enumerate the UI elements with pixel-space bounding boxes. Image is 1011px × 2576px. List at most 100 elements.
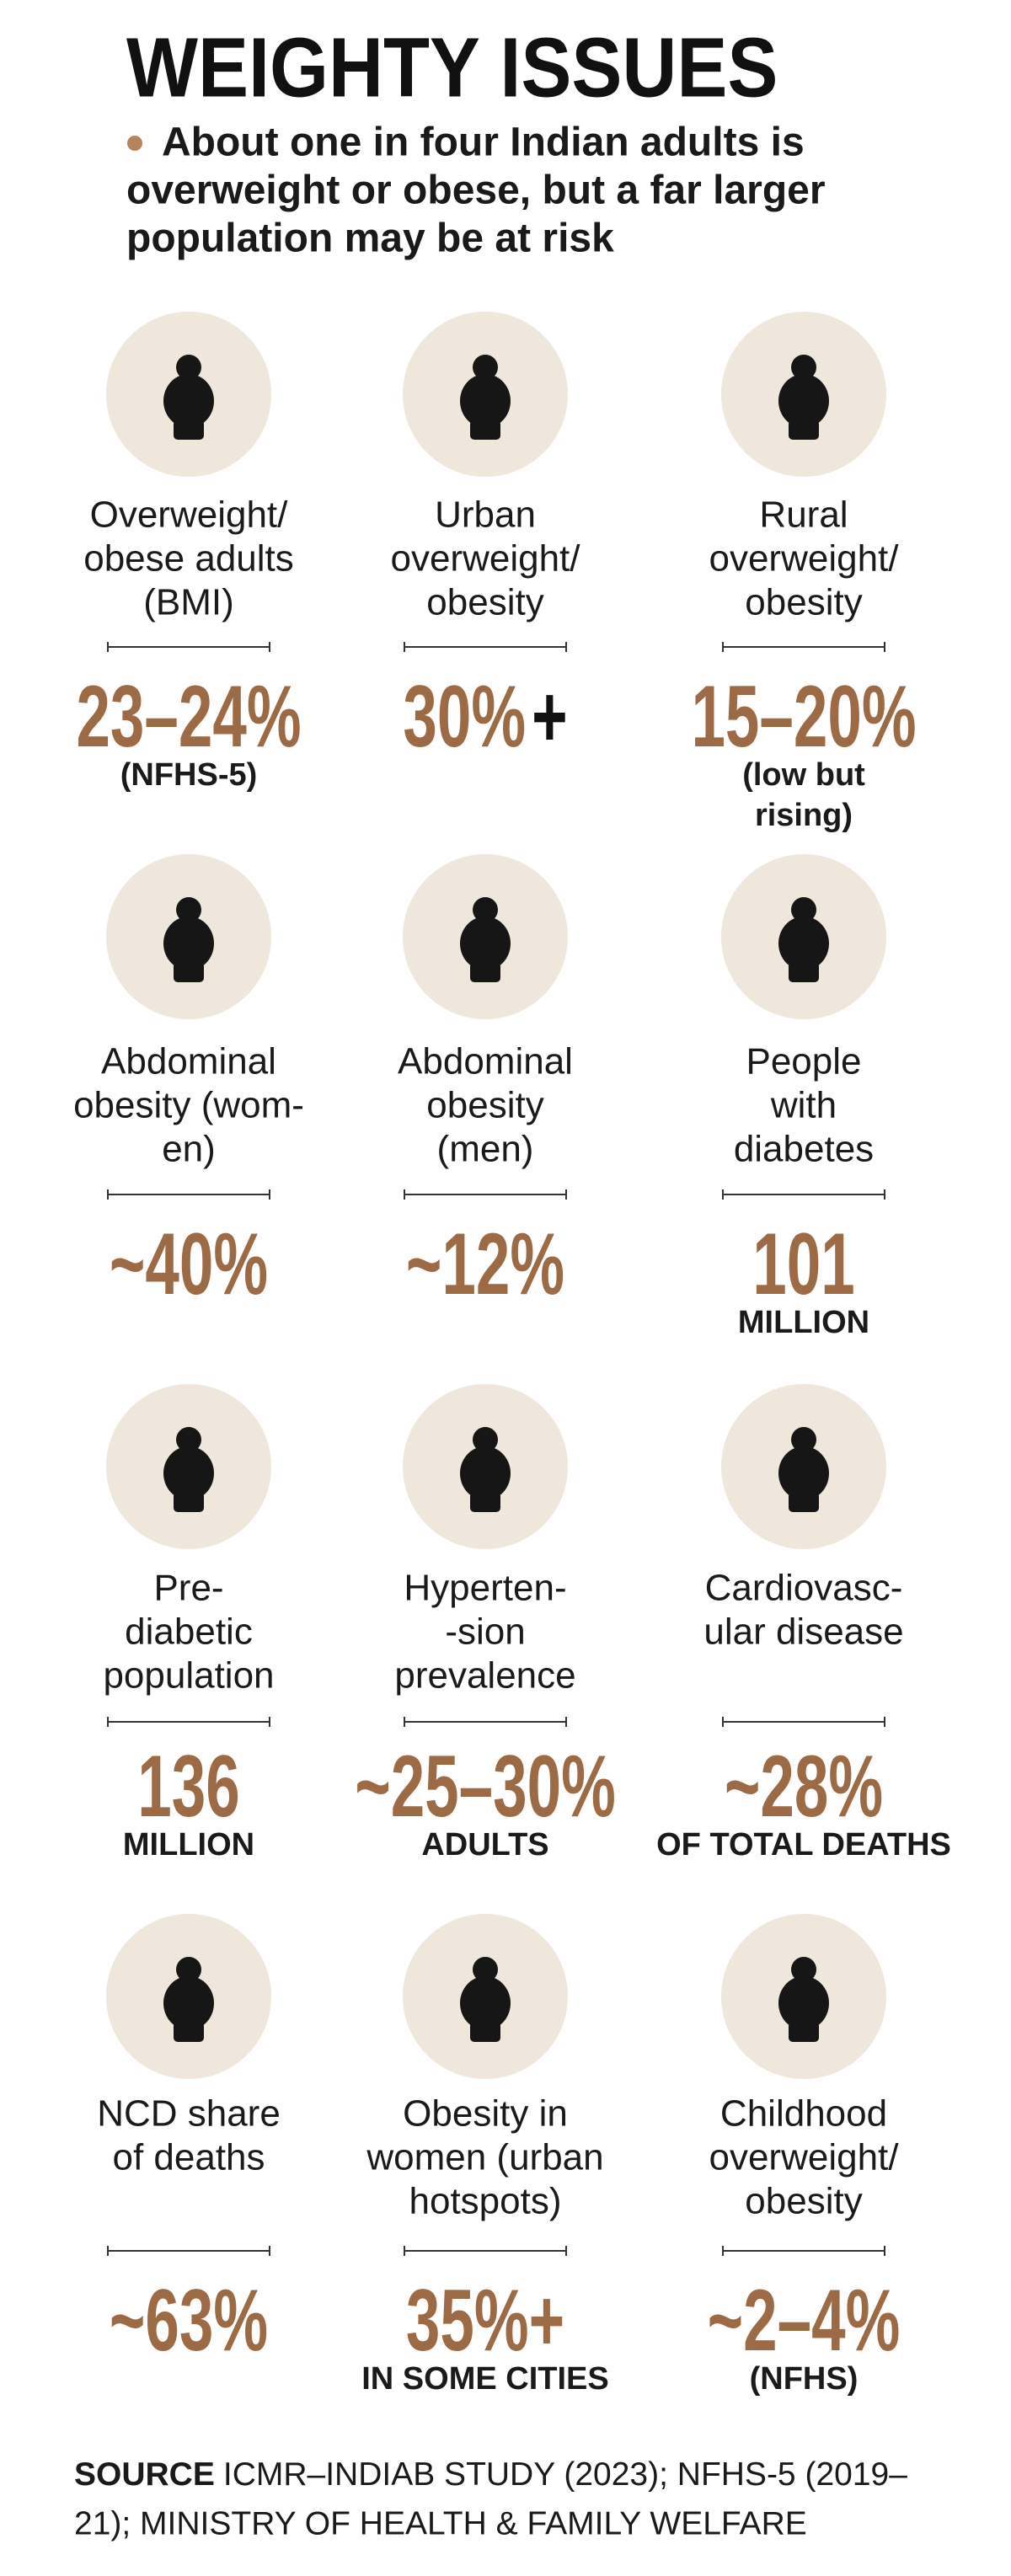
item-label: Abdominal [398,1041,573,1082]
icon-head [176,897,201,922]
item-label: with [770,1085,837,1126]
icon-head [791,355,816,380]
item-label: overweight/ [390,538,580,580]
item-label: diabetic [125,1611,253,1653]
bullet [127,136,142,151]
icon-legs [789,2022,819,2042]
icon-legs [174,420,204,440]
item-label: obesity [426,582,543,623]
value-text: 35%+ [406,2272,564,2370]
value-group: 35%+ [406,2272,564,2370]
source-label: SOURCE [74,2456,215,2493]
item-value: ~25–30% [355,1738,616,1836]
item-value: ~28% [725,1738,883,1836]
value-text: 101 [752,1216,854,1313]
item-label: Rural [759,494,848,536]
item-note: (NFHS-5) [120,757,258,793]
icon-legs [174,1492,204,1512]
item-note: rising) [755,798,853,833]
icon-body [778,917,829,970]
icon-head [791,1957,816,1982]
item-label: Overweight/ [90,494,289,536]
icon-legs [789,962,819,982]
item-value: 136 [137,1738,239,1836]
icon-legs [470,1492,500,1512]
icon-head [791,897,816,922]
icon-head [473,1957,498,1982]
icon-legs [470,962,500,982]
item-label: (BMI) [143,582,234,623]
item-note: (low but [742,757,865,793]
icon-head [473,1427,498,1452]
icon-body [778,1446,829,1500]
item-value: 23–24% [76,668,301,766]
item-label: obesity [745,2181,862,2222]
source-line: SOURCE ICMR–INDIAB STUDY (2023); NFHS-5 (… [74,2456,907,2493]
icon-body [163,1446,214,1500]
icon-head [791,1427,816,1452]
item-label: -sion [445,1611,525,1653]
item-value: 101 [752,1216,854,1313]
icon-legs [174,962,204,982]
value-group: 101 [752,1216,854,1313]
item-value: 15–20% [691,668,916,766]
item-value: ~63% [110,2272,268,2370]
item-note: ADULTS [421,1827,548,1863]
item-note: IN SOME CITIES [361,2361,608,2397]
source-text: ICMR–INDIAB STUDY (2023); NFHS-5 (2019– [223,2456,907,2493]
value-text: 136 [137,1738,239,1836]
icon-head [473,355,498,380]
item-label: People [746,1041,861,1082]
item-label: hotspots) [409,2181,562,2222]
item-value: 35%+ [406,2272,564,2370]
item-label: Cardiovasc- [705,1568,903,1609]
value-group: ~12% [406,1216,564,1313]
icon-body [778,1976,829,2030]
icon-body [163,1976,214,2030]
item-label: obese adults [83,538,294,580]
item-note: OF TOTAL DEATHS [656,1827,951,1863]
icon-body [460,1446,511,1500]
value-group: 15–20% [691,668,916,766]
value-group: 23–24% [76,668,301,766]
icon-head [176,1957,201,1982]
item-label: Abdominal [101,1041,276,1082]
value-group: ~28% [725,1738,883,1836]
item-label: Childhood [720,2093,887,2135]
value-group: 136 [137,1738,239,1836]
value-text: ~2–4% [708,2272,901,2370]
source-line: 21); MINISTRY OF HEALTH & FAMILY WELFARE [74,2505,807,2541]
item-value: ~12% [406,1216,564,1313]
value-text: 15–20% [691,668,916,766]
item-value: ~2–4% [708,2272,901,2370]
value-group: ~25–30% [355,1738,616,1836]
icon-body [460,1976,511,2030]
item-label: obesity [745,582,862,623]
item-label: overweight/ [709,2137,899,2178]
item-label: prevalence [394,1655,575,1697]
value-group: ~40% [110,1216,268,1313]
value-text: ~25–30% [355,1738,616,1836]
item-label: ular disease [703,1611,903,1653]
icon-body [460,374,511,428]
item-label: diabetes [734,1129,874,1170]
value-group: ~2–4% [708,2272,901,2370]
icon-legs [789,420,819,440]
value-suffix: + [532,668,568,766]
title: WEIGHTY ISSUES [126,21,778,115]
icon-head [473,897,498,922]
icon-body [163,917,214,970]
value-text: ~28% [725,1738,883,1836]
item-label: en) [162,1129,216,1170]
item-label: Urban [435,494,536,536]
value-group: 30%+ [403,668,567,766]
item-label: Pre- [153,1568,223,1609]
icon-body [460,917,511,970]
subtitle-line: population may be at risk [126,216,614,261]
icon-legs [470,420,500,440]
subtitle-line: About one in four Indian adults is [162,120,805,165]
item-label: (men) [437,1129,534,1170]
item-label: Obesity in [403,2093,568,2135]
value-text: 23–24% [76,668,301,766]
value-text: ~12% [406,1216,564,1313]
